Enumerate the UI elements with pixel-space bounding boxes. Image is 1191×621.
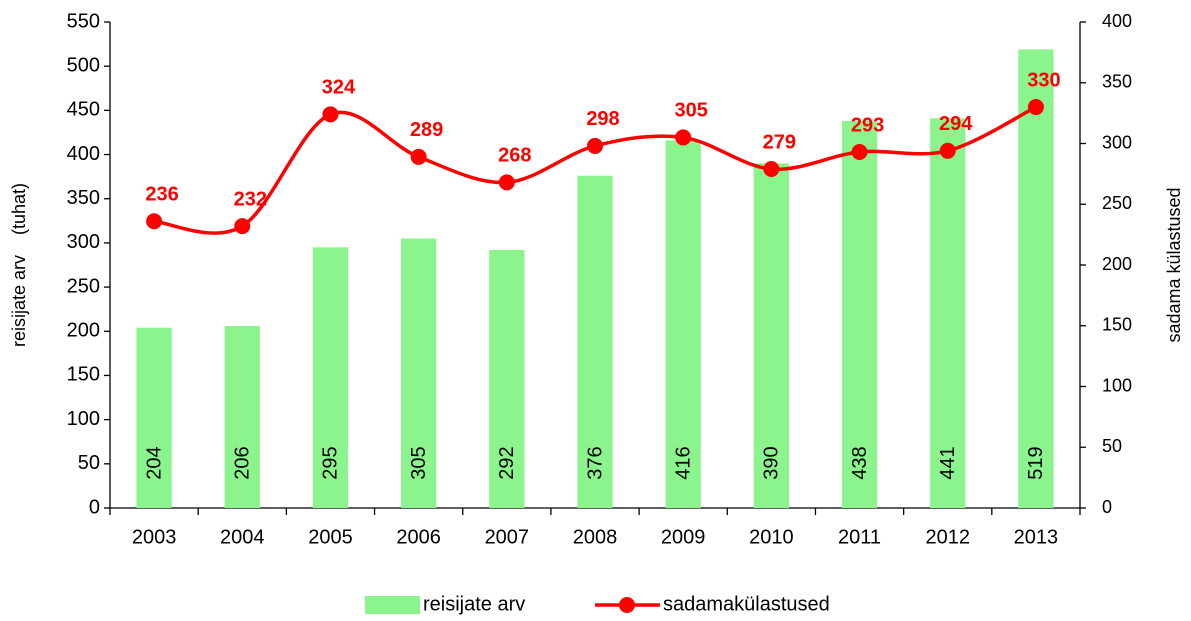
y-tick-label: 350 [67,187,100,209]
y-tick-label: 400 [67,143,100,165]
line-value-label: 294 [939,113,973,135]
line-marker [851,144,868,161]
legend-label: reisijate arv [423,593,525,615]
y2-tick-label: 150 [1102,315,1132,335]
bar [312,247,349,508]
x-tick-label: 2011 [838,526,881,548]
line-marker [587,137,603,154]
bar-value-label: 376 [584,446,606,479]
y2-tick-label: 0 [1102,497,1112,517]
bar [753,163,789,508]
bar-value-label: 441 [937,446,959,479]
bar-value-label: 295 [320,446,342,479]
line-marker [939,142,956,159]
bar [665,140,701,508]
line-value-label: 279 [763,131,796,153]
line-marker [675,129,692,146]
bar-value-label: 519 [1025,446,1047,479]
line-value-label: 268 [498,145,531,167]
line-value-label: 232 [234,188,267,210]
bar-value-label: 416 [672,446,694,479]
x-tick-label: 2013 [1014,526,1059,548]
x-tick-label: 2004 [220,526,265,548]
y2-tick-label: 50 [1102,436,1122,456]
bar [224,325,260,508]
x-tick-label: 2007 [485,526,530,548]
bar [136,327,172,508]
y-tick-label: 50 [78,452,100,474]
legend-marker [619,597,635,613]
legend-label: sadamakülastused [663,593,830,615]
y2-tick-label: 200 [1102,254,1132,274]
y-tick-label: 100 [67,408,100,430]
x-tick-label: 2006 [396,526,441,548]
y-tick-label: 450 [67,99,100,121]
y-tick-label: 150 [67,364,100,386]
x-tick-label: 2009 [661,526,706,548]
bar-value-label: 206 [232,446,254,479]
line-value-label: 298 [586,108,619,130]
x-tick-label: 2012 [925,526,970,548]
y2-tick-label: 350 [1102,72,1132,92]
x-tick-label: 2003 [132,526,177,548]
x-tick-label: 2008 [573,526,618,548]
y2-tick-label: 300 [1102,132,1132,152]
bar-value-label: 305 [408,446,430,479]
y-tick-label: 550 [67,10,100,32]
y2-tick-label: 100 [1102,375,1132,395]
line-marker [498,174,515,191]
line-marker [234,218,251,235]
bar-value-label: 390 [761,446,783,479]
y-tick-label: 200 [67,320,100,342]
line-value-label: 236 [145,184,178,206]
y-tick-label: 300 [67,231,100,253]
line-marker [146,213,163,230]
bar-value-label: 438 [849,446,871,479]
bar [841,120,878,508]
x-tick-label: 2010 [749,526,794,548]
y2-tick-label: 400 [1102,11,1132,31]
line-marker [1027,99,1044,116]
y-tick-label: 0 [89,496,100,518]
bar [577,175,613,508]
y-tick-label: 500 [67,54,100,76]
line [153,105,1037,235]
x-tick-label: 2005 [308,526,353,548]
y2-axis-label: sadama külastused [1164,187,1184,342]
line-marker [763,161,780,178]
bar-value-label: 292 [496,446,518,479]
line-value-label: 324 [322,77,356,99]
line-value-label: 289 [410,119,443,141]
y-tick-label: 250 [67,275,100,297]
y-axis-label: reisijate arv (tuhat) [9,183,29,347]
line-value-label: 330 [1027,69,1060,91]
line-value-label: 293 [851,114,884,136]
bar-value-label: 204 [143,446,165,479]
y2-tick-label: 250 [1102,193,1132,213]
legend-swatch [365,596,420,614]
line-marker [410,148,427,165]
bar [930,118,966,509]
bar [401,238,437,508]
bar [489,249,525,508]
line-marker [322,106,339,123]
bar [1018,49,1054,508]
line-value-label: 305 [674,100,707,122]
